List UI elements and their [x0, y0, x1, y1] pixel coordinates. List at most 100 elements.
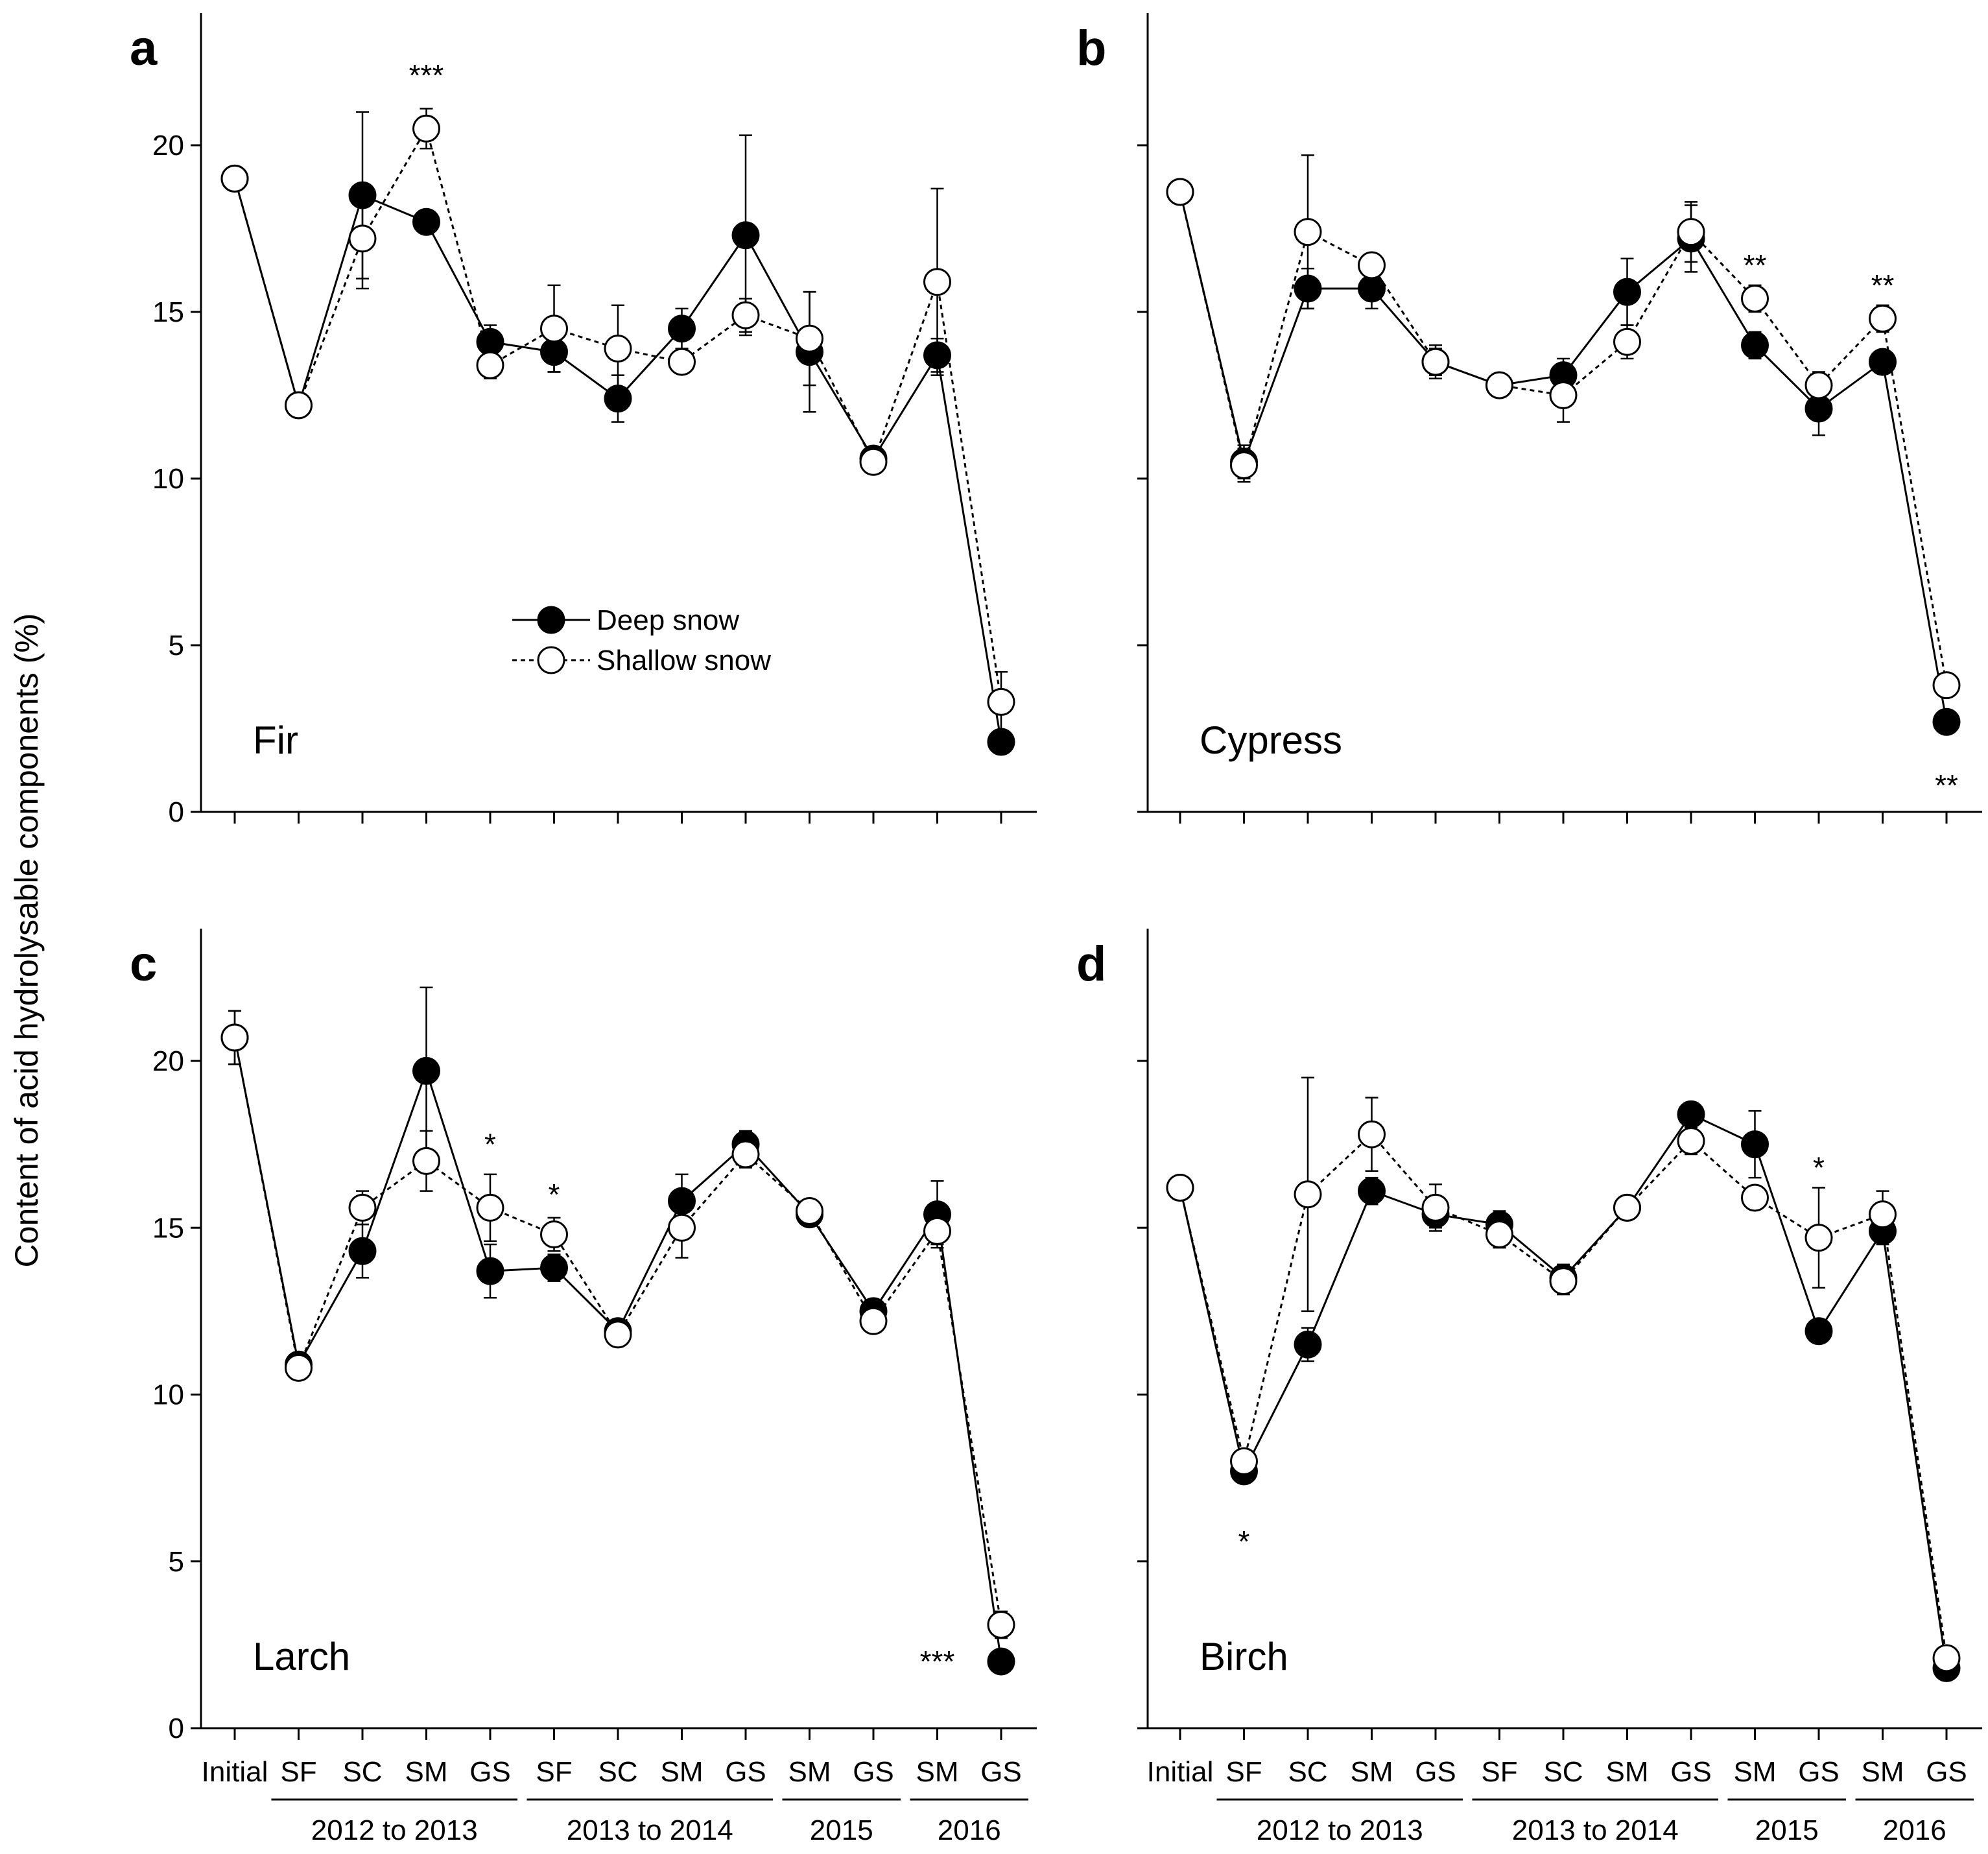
- year-group-label: 2013 to 2014: [1512, 1814, 1679, 1846]
- point-shallow: [923, 268, 951, 296]
- point-shallow: [1294, 1180, 1322, 1209]
- point-shallow: [285, 1353, 313, 1382]
- point-shallow: [1230, 1447, 1258, 1475]
- point-shallow: [1613, 327, 1641, 356]
- x-category-label: SC: [1543, 1756, 1583, 1788]
- point-shallow: [1805, 1224, 1833, 1252]
- year-group-label: 2012 to 2013: [1257, 1814, 1423, 1846]
- series-line-deep: [1179, 191, 1948, 722]
- point-shallow: [1485, 371, 1513, 399]
- point-shallow: [1677, 218, 1705, 246]
- y-tick-label: 20: [152, 130, 184, 161]
- point-shallow: [348, 1193, 377, 1222]
- x-category-label: SM: [1351, 1756, 1393, 1788]
- point-deep: [668, 315, 696, 343]
- panel-label: a: [130, 21, 158, 76]
- point-shallow: [540, 315, 568, 343]
- significance-mark: ***: [920, 1645, 955, 1678]
- point-deep: [348, 181, 377, 209]
- point-deep: [540, 338, 568, 366]
- point-deep: [1741, 331, 1769, 359]
- x-axis-categories: Initial SF SC SM GS SF SC SM GS SM GS SM GS 2012 to 2…: [202, 1756, 1974, 1846]
- x-category-label: SF: [1481, 1756, 1517, 1788]
- x-category-label: GS: [1670, 1756, 1712, 1788]
- point-deep: [987, 728, 1015, 756]
- point-deep: [923, 341, 951, 370]
- series-line-shallow: [1179, 191, 1948, 685]
- legend-marker-shallow: [537, 646, 565, 674]
- y-tick-label: 10: [152, 463, 184, 495]
- point-deep: [1741, 1130, 1769, 1159]
- series-line-deep: [233, 1037, 1002, 1662]
- point-shallow: [1485, 1220, 1513, 1249]
- point-deep: [1613, 278, 1641, 306]
- point-shallow: [220, 164, 249, 193]
- point-deep: [987, 1647, 1015, 1676]
- point-shallow: [476, 1193, 504, 1222]
- point-shallow: [859, 1307, 888, 1335]
- point-shallow: [604, 335, 632, 363]
- y-tick-label: 15: [152, 296, 184, 328]
- x-category-label: SM: [405, 1756, 448, 1788]
- significance-mark: ***: [409, 58, 444, 92]
- panel-label: d: [1076, 936, 1106, 992]
- point-shallow: [731, 301, 760, 329]
- point-shallow: [1421, 348, 1450, 376]
- significance-mark: *: [1238, 1525, 1250, 1558]
- point-deep: [1358, 274, 1386, 303]
- point-shallow: [1230, 451, 1258, 479]
- series-line-shallow: [1179, 1133, 1948, 1659]
- point-shallow: [1421, 1193, 1450, 1222]
- point-shallow: [1166, 1174, 1194, 1202]
- x-category-label: GS: [1415, 1756, 1456, 1788]
- y-tick-label: 0: [169, 796, 184, 828]
- x-category-label: GS: [1798, 1756, 1840, 1788]
- point-shallow: [1613, 1193, 1641, 1222]
- year-group-label: 2013 to 2014: [567, 1814, 733, 1846]
- point-shallow: [1741, 284, 1769, 313]
- x-category-label: GS: [725, 1756, 766, 1788]
- point-deep: [348, 1237, 377, 1265]
- x-category-label: GS: [980, 1756, 1022, 1788]
- point-shallow: [923, 1217, 951, 1245]
- point-deep: [1358, 1177, 1386, 1206]
- point-shallow: [1932, 1644, 1961, 1672]
- point-deep: [1294, 1330, 1322, 1359]
- point-shallow: [1869, 304, 1897, 333]
- point-shallow: [1677, 1126, 1705, 1155]
- x-category-label: SF: [536, 1756, 572, 1788]
- significance-mark: **: [1744, 248, 1767, 282]
- legend: Deep snow Shallow snow: [512, 604, 771, 676]
- year-group-label: 2012 to 2013: [311, 1814, 478, 1846]
- x-category-label: SM: [1862, 1756, 1904, 1788]
- x-category-label: SC: [598, 1756, 637, 1788]
- significance-mark: *: [549, 1178, 560, 1211]
- species-label: Birch: [1200, 1635, 1288, 1678]
- point-shallow: [1549, 1267, 1578, 1296]
- x-category-label: GS: [1926, 1756, 1967, 1788]
- species-label: Larch: [253, 1635, 350, 1678]
- point-deep: [1932, 707, 1961, 736]
- legend-label-deep: Deep snow: [597, 604, 739, 636]
- panel-d: d Birch * *: [1076, 929, 1982, 1740]
- point-shallow: [987, 687, 1015, 716]
- point-deep: [668, 1187, 696, 1215]
- point-deep: [604, 385, 632, 413]
- legend-label-shallow: Shallow snow: [597, 645, 771, 676]
- point-shallow: [859, 447, 888, 476]
- point-shallow: [668, 348, 696, 376]
- y-tick-label: 10: [152, 1379, 184, 1411]
- point-deep: [1805, 1317, 1833, 1346]
- point-shallow: [1358, 251, 1386, 279]
- point-shallow: [1166, 178, 1194, 206]
- year-group-label: 2016: [1883, 1814, 1947, 1846]
- significance-mark: *: [1813, 1151, 1825, 1185]
- x-category-label: SF: [280, 1756, 316, 1788]
- y-tick-label: 20: [152, 1045, 184, 1077]
- point-deep: [1677, 1100, 1705, 1128]
- point-shallow: [412, 114, 440, 143]
- point-shallow: [668, 1213, 696, 1242]
